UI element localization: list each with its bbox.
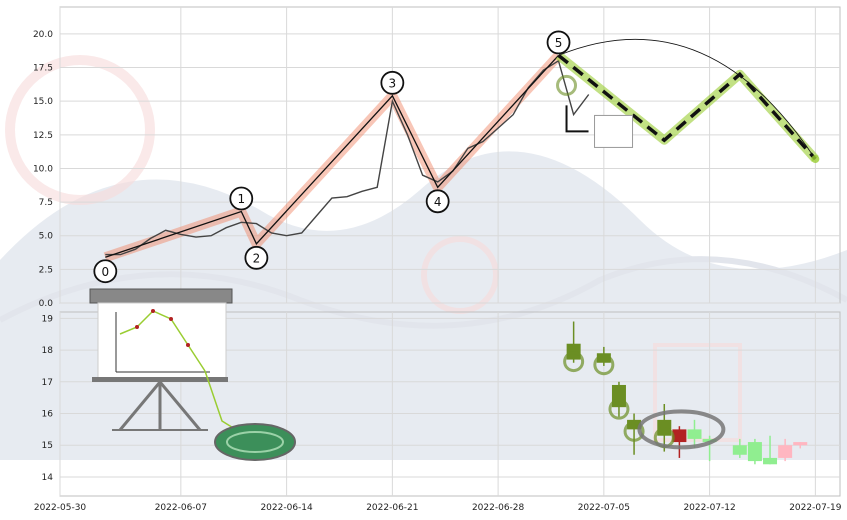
candle [763, 435, 778, 465]
top-y-tick-label: 2.5 [39, 265, 53, 275]
wave-label: 3 [389, 76, 397, 90]
projection-end-marker [811, 155, 820, 164]
wave-label-circle [93, 259, 118, 284]
x-tick-label: 2022-06-28 [472, 503, 525, 513]
bottom-y-tick-label: 19 [42, 314, 54, 324]
wave-label: 0 [102, 265, 110, 279]
candle-ring-marker [593, 354, 615, 376]
candle [687, 419, 702, 449]
x-tick-label: 2022-06-14 [260, 503, 313, 513]
candle [778, 438, 793, 462]
candle [627, 413, 642, 455]
bottom-y-axis: 14 15 16 17 18 19 [42, 314, 54, 483]
candle-body [778, 445, 793, 458]
x-tick-label: 2022-07-05 [578, 503, 630, 513]
mini-inset [594, 114, 634, 148]
easel-illustration [89, 288, 296, 461]
projection-arc [558, 38, 816, 160]
top-gridlines [59, 7, 840, 304]
wave-label-circle [546, 30, 571, 55]
candle-ring-marker [623, 420, 645, 442]
wave-label: 5 [555, 36, 563, 50]
wave-label-circle [244, 245, 269, 270]
projection-line [557, 54, 817, 161]
wave-label-circle [229, 186, 254, 211]
x-tick-label: 2022-07-19 [789, 503, 842, 513]
bottom-y-tick-label: 17 [42, 378, 53, 388]
bottom-y-tick-label: 14 [42, 473, 54, 483]
background-watermark [0, 55, 847, 460]
candle-body [747, 442, 762, 462]
candle-body [702, 438, 717, 443]
candle-ring-marker [608, 398, 630, 420]
candle [747, 438, 762, 465]
bottom-y-tick-label: 18 [42, 346, 54, 356]
wave5-marker [556, 74, 578, 96]
x-tick-label: 2022-07-12 [683, 503, 735, 513]
candle [702, 435, 717, 462]
bottom-y-tick-label: 15 [42, 441, 53, 451]
top-series: 0 1 2 3 4 5 [93, 30, 820, 284]
price-line [105, 59, 590, 256]
candle [672, 426, 687, 458]
bottom-y-tick-label: 16 [42, 410, 54, 420]
wave5-arrow [565, 105, 589, 133]
candle-body [732, 445, 747, 455]
wave-label: 2 [253, 251, 261, 265]
top-y-tick-label: 20.0 [33, 30, 53, 40]
candle-body [763, 457, 778, 465]
candle [732, 438, 747, 458]
top-y-axis: 0.0 2.5 5.0 7.5 10.0 12.5 15.0 17.5 20.0 [33, 30, 53, 309]
top-y-tick-label: 12.5 [33, 131, 53, 141]
price-wave-panel: 0.0 2.5 5.0 7.5 10.0 12.5 15.0 17.5 20.0 0 1 2 3 4 5 [33, 6, 841, 309]
highlight-ellipse [637, 409, 726, 450]
top-y-tick-label: 0.0 [39, 299, 54, 309]
candle [793, 442, 808, 449]
x-tick-label: 2022-06-07 [155, 503, 207, 513]
top-y-tick-label: 17.5 [33, 64, 53, 74]
top-y-tick-label: 10.0 [33, 164, 53, 174]
candle-ring-marker [563, 351, 585, 373]
zigzag-line [105, 54, 559, 258]
wave-label: 4 [434, 195, 442, 209]
x-axis: 2022-05-30 2022-06-07 2022-06-14 2022-06-21… [34, 503, 842, 513]
wave-label-circle [380, 70, 405, 95]
candle-body [611, 384, 626, 408]
candlesticks [563, 321, 808, 465]
wave-label: 1 [237, 192, 245, 206]
candle-body [627, 419, 642, 430]
top-y-tick-label: 7.5 [39, 198, 53, 208]
x-tick-label: 2022-05-30 [34, 503, 87, 513]
candle-body [687, 429, 702, 439]
candle-body [793, 442, 808, 446]
x-tick-label: 2022-06-21 [366, 503, 418, 513]
top-y-tick-label: 15.0 [33, 97, 53, 107]
top-y-tick-label: 5.0 [39, 232, 54, 242]
wave-label-circle [425, 189, 450, 214]
candle-body [596, 353, 611, 363]
candlestick-panel: 14 15 16 17 18 19 2022-05-30 2022-06-07 2022-06… [34, 311, 842, 513]
candle-body [672, 429, 687, 443]
